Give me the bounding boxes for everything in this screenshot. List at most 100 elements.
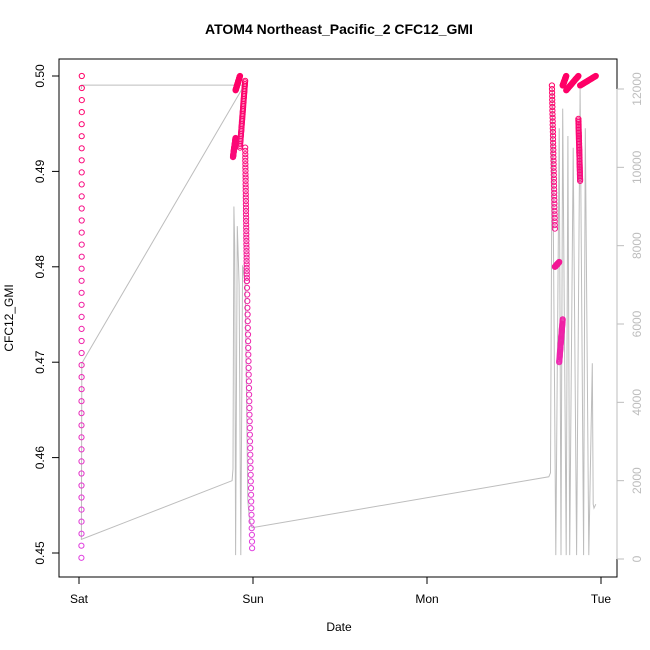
y2-tick-label: 12000 <box>630 72 644 106</box>
data-point <box>550 161 557 168</box>
data-point <box>577 177 584 184</box>
data-point <box>246 404 253 412</box>
y-tick-label: 0.45 <box>33 541 47 565</box>
data-point <box>78 265 85 272</box>
data-point <box>78 542 85 549</box>
data-point <box>549 111 556 118</box>
data-point <box>248 518 255 525</box>
data-point <box>243 234 250 241</box>
data-point <box>243 214 250 221</box>
data-point <box>551 193 558 200</box>
y2-tick-label: 0 <box>630 555 644 562</box>
data-point <box>242 167 249 174</box>
data-point <box>242 197 249 205</box>
data-point <box>551 214 558 221</box>
data-point <box>243 254 250 261</box>
data-point <box>243 264 250 271</box>
data-point <box>245 378 252 385</box>
data-point <box>244 304 251 311</box>
data-point <box>78 289 85 296</box>
data-point <box>550 168 557 175</box>
data-point <box>242 204 250 211</box>
altitude-line <box>80 84 597 556</box>
data-point <box>551 196 558 204</box>
x-axis-label: Date <box>326 620 352 634</box>
data-point <box>243 237 250 245</box>
data-point <box>78 301 85 308</box>
data-point <box>78 205 85 212</box>
data-point <box>78 313 85 320</box>
data-point <box>548 82 556 89</box>
data-point <box>78 410 85 417</box>
data-point <box>242 181 249 188</box>
y2-tick-label: 4000 <box>630 389 644 416</box>
data-point <box>78 193 85 200</box>
x-tick-label: Sat <box>70 592 89 606</box>
data-point <box>244 318 251 325</box>
data-point <box>236 72 244 80</box>
data-point <box>243 248 250 255</box>
data-point <box>78 470 85 477</box>
x-tick-label: Sun <box>242 592 263 606</box>
data-point <box>248 498 255 505</box>
data-point <box>247 485 255 492</box>
data-point <box>244 331 252 338</box>
data-point <box>550 175 558 182</box>
data-point <box>242 207 250 215</box>
chart-title: ATOM4 Northeast_Pacific_2 CFC12_GMI <box>205 21 473 37</box>
data-point <box>556 258 563 266</box>
data-point <box>242 177 249 184</box>
data-point <box>243 274 250 281</box>
data-point <box>549 100 556 107</box>
data-point <box>78 446 85 453</box>
data-point <box>245 338 252 345</box>
data-point <box>550 182 558 189</box>
data-point <box>78 157 85 164</box>
data-point <box>247 471 254 478</box>
data-point <box>550 150 557 157</box>
y-tick-label: 0.47 <box>33 350 47 374</box>
data-point <box>551 218 558 225</box>
data-point <box>247 458 254 465</box>
data-point <box>551 222 558 229</box>
data-point <box>242 157 249 164</box>
data-point <box>550 139 557 146</box>
data-point <box>245 358 252 365</box>
data-point <box>244 291 251 298</box>
data-point <box>244 298 251 305</box>
data-point <box>242 161 249 168</box>
data-point <box>243 244 250 251</box>
data-point <box>551 211 558 218</box>
data-point <box>551 189 558 196</box>
data-point <box>242 151 249 158</box>
data-point <box>78 386 85 393</box>
data-point <box>78 434 85 441</box>
data-point <box>78 325 85 332</box>
x-tick-label: Mon <box>415 592 438 606</box>
data-point <box>559 316 566 323</box>
data-point <box>78 145 85 152</box>
data-point <box>246 418 253 425</box>
data-point <box>243 284 251 291</box>
data-point <box>549 89 556 96</box>
data-point <box>549 132 557 139</box>
data-point <box>78 458 85 465</box>
data-point <box>550 154 557 161</box>
data-point <box>78 554 85 561</box>
y-tick-label: 0.50 <box>33 64 47 88</box>
plot-frame <box>58 58 618 578</box>
data-point <box>243 224 250 231</box>
data-point <box>242 164 249 171</box>
data-point <box>78 494 85 501</box>
data-point <box>242 154 249 161</box>
data-point <box>551 204 558 211</box>
data-point <box>242 77 249 84</box>
data-point <box>248 511 255 518</box>
data-point <box>248 525 255 532</box>
data-point <box>549 114 556 121</box>
data-point <box>247 451 254 458</box>
data-point <box>246 431 253 438</box>
data-point <box>575 72 582 80</box>
y-tick-label: 0.49 <box>33 159 47 183</box>
